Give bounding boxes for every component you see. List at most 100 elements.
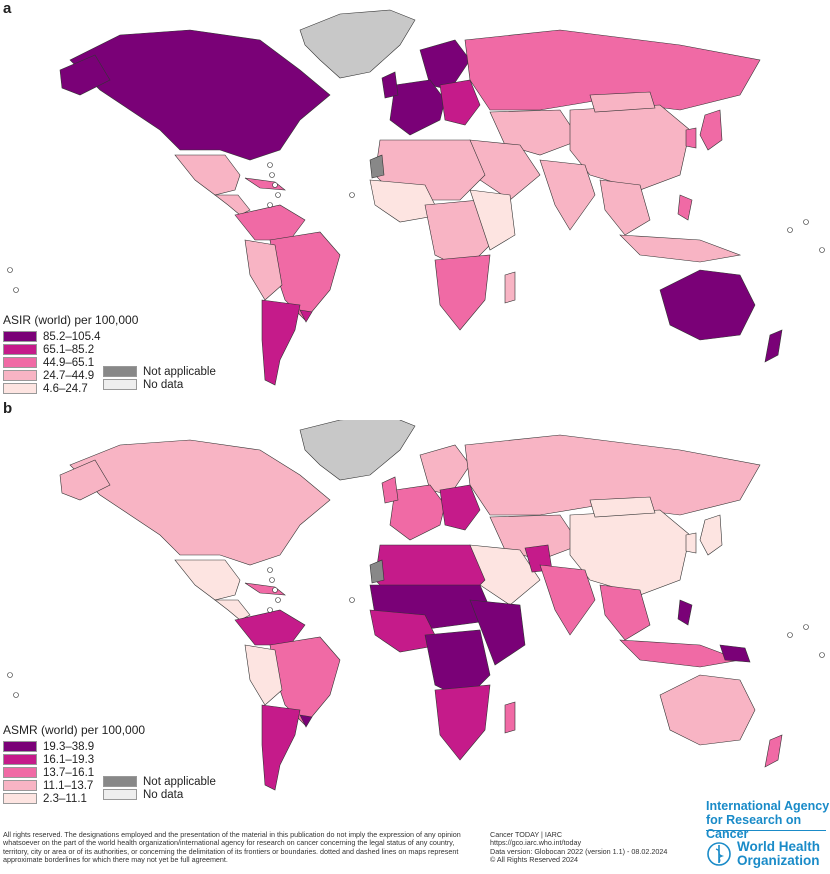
- korea: [685, 532, 697, 554]
- western-sahara: [369, 559, 385, 584]
- legend-b-swatch-4: [3, 780, 37, 791]
- panel-b-letter: b: [3, 400, 13, 417]
- mexico: [174, 559, 241, 601]
- uk-ireland: [381, 476, 399, 504]
- central-asia: [489, 109, 581, 156]
- russia: [464, 434, 761, 516]
- iarc-logo-text: International Agency for Research on Can…: [706, 799, 830, 841]
- legend-a-label-5: 4.6–24.7: [43, 382, 88, 395]
- legend-b-title: ASMR (world) per 100,000: [3, 723, 146, 737]
- mexico: [174, 154, 241, 196]
- alaska: [59, 54, 111, 96]
- indonesia: [619, 234, 742, 263]
- new-zealand: [764, 329, 783, 363]
- legend-a-title: ASIR (world) per 100,000: [3, 313, 139, 327]
- eastern-europe: [439, 484, 481, 531]
- source-line-2: https://gco.iarc.who.int/today: [490, 838, 582, 848]
- colombia-venezuela: [234, 609, 306, 646]
- legend-a-row-3: 44.9–65.1: [3, 356, 138, 369]
- argentina-chile: [261, 299, 301, 386]
- legend-a-no-data-swatch: [103, 379, 137, 390]
- legend-b-label-1: 19.3–38.9: [43, 740, 95, 753]
- legend-b-not-applicable-row: Not applicable: [103, 775, 216, 788]
- mongolia: [589, 91, 656, 113]
- southern-africa: [434, 684, 491, 761]
- southeast-asia: [599, 584, 651, 641]
- north-america: [69, 29, 331, 161]
- legend-b-not-applicable-swatch: [103, 776, 137, 787]
- legend-a-no-data-label: No data: [143, 378, 184, 391]
- legend-b-no-data-label: No data: [143, 788, 184, 801]
- legend-b-label-3: 13.7–16.1: [43, 766, 95, 779]
- legend-b-not-applicable-label: Not applicable: [143, 775, 216, 788]
- legend-a-swatch-4: [3, 370, 37, 381]
- legend-b: ASMR (world) per 100,000 19.3–38.9 16.1–…: [3, 723, 145, 805]
- who-logo: World Health Organization: [706, 840, 820, 868]
- legend-a-row-5: 4.6–24.7: [3, 382, 138, 395]
- western-europe: [389, 484, 446, 541]
- source-line-3: Data version: Globocan 2022 (version 1.1…: [490, 846, 668, 856]
- legend-b-row-5: 2.3–11.1: [3, 792, 145, 805]
- legend-b-swatch-3: [3, 767, 37, 778]
- central-america: [214, 194, 251, 216]
- peru-bolivia: [244, 644, 283, 706]
- legend-a-not-applicable-row: Not applicable: [103, 365, 216, 378]
- source-info: Cancer TODAY | IARC https://gco.iarc.who…: [490, 830, 690, 865]
- legend-a-label-3: 44.9–65.1: [43, 356, 95, 369]
- legend-b-swatch-2: [3, 754, 37, 765]
- iarc-line-2: for Research on Cancer: [706, 813, 802, 841]
- legend-a-not-applicable-swatch: [103, 366, 137, 377]
- philippines: [677, 194, 693, 221]
- new-zealand: [764, 734, 783, 768]
- legend-b-swatch-1: [3, 741, 37, 752]
- east-africa: [469, 599, 526, 666]
- madagascar: [504, 701, 516, 734]
- legend-a-row-4: 24.7–44.9: [3, 369, 138, 382]
- argentina-chile: [261, 704, 301, 791]
- legend-b-row-2: 16.1–19.3: [3, 753, 145, 766]
- peru-bolivia: [244, 239, 283, 301]
- central-asia: [489, 514, 581, 561]
- central-america: [214, 599, 251, 621]
- iarc-line-1: International Agency: [706, 799, 830, 813]
- legend-a-swatch-1: [3, 331, 37, 342]
- legend-b-no-data-swatch: [103, 789, 137, 800]
- mongolia: [589, 496, 656, 518]
- papua: [719, 644, 751, 663]
- legend-b-special: Not applicable No data: [103, 775, 216, 801]
- colombia-venezuela: [234, 204, 306, 241]
- legend-a-label-2: 65.1–85.2: [43, 343, 95, 356]
- indonesia: [619, 639, 742, 668]
- caribbean: [244, 177, 286, 191]
- legend-b-label-4: 11.1–13.7: [43, 779, 94, 792]
- legend-b-label-5: 2.3–11.1: [43, 792, 87, 805]
- korea: [685, 127, 697, 149]
- scandinavia: [419, 444, 471, 496]
- madagascar: [504, 271, 516, 304]
- china: [569, 509, 691, 596]
- legend-b-row-1: 19.3–38.9: [3, 740, 145, 753]
- greenland: [299, 420, 416, 481]
- india: [539, 159, 596, 231]
- caribbean: [244, 582, 286, 596]
- world-map-asmr: [7, 420, 825, 791]
- legend-b-row-3: 13.7–16.1: [3, 766, 145, 779]
- legend-b-swatch-5: [3, 793, 37, 804]
- uruguay: [299, 714, 313, 728]
- philippines: [677, 599, 693, 626]
- legend-a-label-4: 24.7–44.9: [43, 369, 95, 382]
- who-line-1: World Health: [737, 839, 821, 854]
- legend-a-swatch-3: [3, 357, 37, 368]
- legend-a: ASIR (world) per 100,000 85.2–105.4 65.1…: [3, 313, 138, 395]
- iarc-divider: [706, 830, 826, 831]
- legend-b-no-data-row: No data: [103, 788, 216, 801]
- world-map-asir: [7, 9, 825, 386]
- panel-a-letter: a: [3, 0, 12, 17]
- west-africa: [369, 179, 441, 223]
- uruguay: [299, 309, 313, 323]
- western-sahara: [369, 154, 385, 179]
- china: [569, 104, 691, 191]
- legend-a-not-applicable-label: Not applicable: [143, 365, 216, 378]
- uk-ireland: [381, 71, 399, 99]
- scandinavia: [419, 39, 471, 91]
